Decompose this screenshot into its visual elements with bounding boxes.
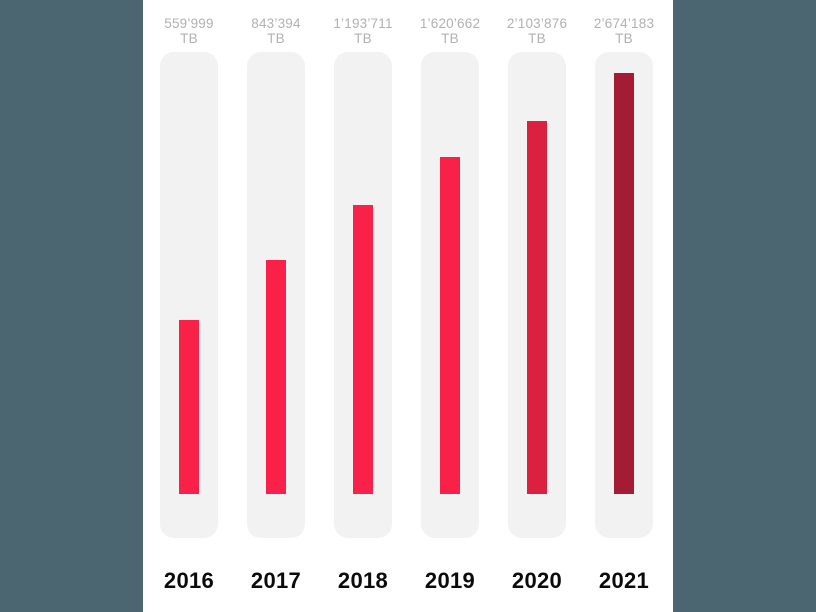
bar-value: 2’103’876 TB xyxy=(506,0,568,52)
bar-value: 843’394 TB xyxy=(247,0,305,52)
bar-track xyxy=(595,52,653,538)
year-label: 2018 xyxy=(337,568,389,593)
bar-unit-label: TB xyxy=(528,31,546,46)
bar-value: 559’999 TB xyxy=(160,0,218,52)
bar-track xyxy=(508,52,566,538)
bar-value: 2’674’183 TB xyxy=(593,0,655,52)
bar-track xyxy=(334,52,392,538)
bar-value-label: 1’193’711 xyxy=(333,16,393,31)
chart-column: 1’620’662 TB 2019 xyxy=(419,0,481,594)
bar xyxy=(353,205,373,494)
bar-value-label: 559’999 xyxy=(164,16,214,31)
bar-track xyxy=(160,52,218,538)
year-label: 2016 xyxy=(163,568,215,593)
chart-column: 559’999 TB 2016 xyxy=(160,0,218,594)
year-label: 2020 xyxy=(511,568,563,593)
bar xyxy=(179,320,199,494)
bar-value: 1’193’711 TB xyxy=(333,0,393,52)
year-label: 2021 xyxy=(598,568,650,593)
bar-unit-label: TB xyxy=(441,31,459,46)
year-label: 2019 xyxy=(424,568,476,593)
bar xyxy=(527,121,547,494)
chart-panel: 559’999 TB 2016 843’394 TB 2017 1’193’71… xyxy=(143,0,673,612)
chart-column: 843’394 TB 2017 xyxy=(247,0,305,594)
bar-unit-label: TB xyxy=(180,31,198,46)
bar-track xyxy=(247,52,305,538)
bar-unit-label: TB xyxy=(615,31,633,46)
bar-value-label: 2’103’876 xyxy=(506,16,568,31)
bar-value-label: 1’620’662 xyxy=(419,16,481,31)
bar-chart: 559’999 TB 2016 843’394 TB 2017 1’193’71… xyxy=(160,0,655,594)
bar-value: 1’620’662 TB xyxy=(419,0,481,52)
chart-column: 2’103’876 TB 2020 xyxy=(506,0,568,594)
chart-column: 2’674’183 TB 2021 xyxy=(593,0,655,594)
bar xyxy=(614,73,634,494)
bar xyxy=(266,260,286,494)
bar-value-label: 843’394 xyxy=(251,16,301,31)
bar-track xyxy=(421,52,479,538)
year-label: 2017 xyxy=(250,568,302,593)
bar-unit-label: TB xyxy=(267,31,285,46)
bar-value-label: 2’674’183 xyxy=(593,16,655,31)
bar xyxy=(440,157,460,494)
bar-unit-label: TB xyxy=(354,31,372,46)
chart-column: 1’193’711 TB 2018 xyxy=(333,0,393,594)
